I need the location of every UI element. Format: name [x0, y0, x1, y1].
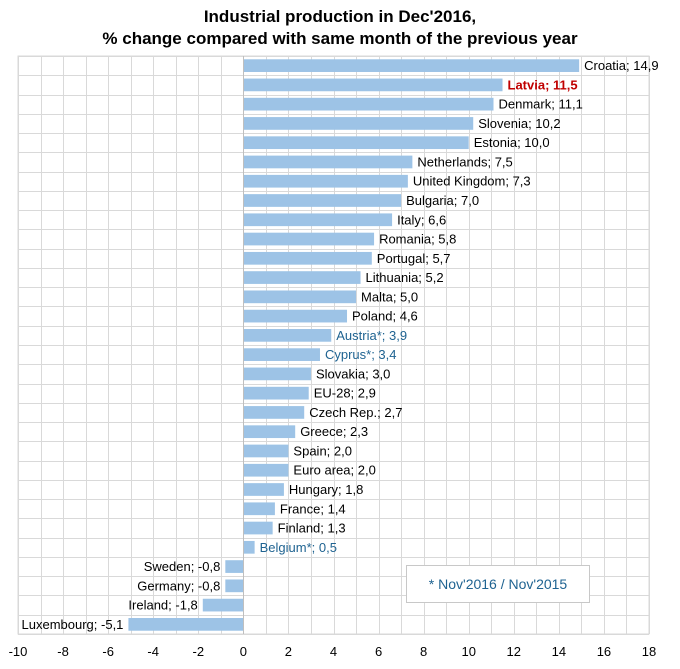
- bar-label: Spain; 2,0: [293, 443, 352, 458]
- x-tick-label: 2: [285, 644, 292, 659]
- bar-label: Slovenia; 10,2: [478, 116, 560, 131]
- bar: [243, 309, 348, 323]
- bar-label: Malta; 5,0: [361, 289, 418, 304]
- bar: [243, 232, 375, 246]
- bar-label: France; 1,4: [280, 501, 346, 516]
- bar: [243, 174, 408, 188]
- bar: [128, 618, 244, 631]
- bar: [243, 444, 289, 458]
- bar: [243, 271, 361, 284]
- annotation-text: * Nov'2016 / Nov'2015: [428, 576, 568, 592]
- bar-label: Netherlands; 7,5: [417, 154, 512, 169]
- chart-title-line-1: Industrial production in Dec'2016,: [203, 7, 477, 26]
- bar: [243, 251, 372, 265]
- bar: [243, 463, 289, 477]
- bar-label: Italy; 6,6: [397, 212, 446, 227]
- bar: [243, 386, 309, 400]
- bar-label: Denmark; 11,1: [499, 97, 583, 112]
- annotation-box: * Nov'2016 / Nov'2015: [406, 565, 590, 603]
- x-tick-label: 0: [240, 644, 247, 659]
- bar: [243, 502, 275, 516]
- x-tick-label: -8: [57, 644, 69, 659]
- bar-label: Estonia; 10,0: [474, 135, 550, 150]
- bar: [243, 213, 393, 227]
- bar: [243, 329, 332, 342]
- bar: [243, 155, 413, 169]
- x-tick-label: 14: [552, 644, 566, 659]
- bar-label: Ireland; -1,8: [128, 598, 197, 613]
- bar-label: Germany; -0,8: [137, 578, 220, 593]
- bar-label: Luxembourg; -5,1: [22, 617, 124, 632]
- x-tick-label: -2: [193, 644, 205, 659]
- bar-label: Cyprus*; 3,4: [325, 347, 397, 362]
- bar: [243, 540, 255, 554]
- bar-label: Bulgaria; 7,0: [406, 193, 479, 208]
- chart-title: Industrial production in Dec'2016, % cha…: [0, 6, 680, 50]
- x-tick-label: -6: [102, 644, 114, 659]
- x-tick-label: 6: [375, 644, 382, 659]
- bar: [243, 78, 503, 92]
- bar-label: Sweden; -0,8: [144, 559, 221, 574]
- bar: [243, 425, 296, 439]
- bar-label: Czech Rep.; 2,7: [309, 405, 402, 420]
- bar: [243, 521, 273, 535]
- x-tick-label: 18: [642, 644, 656, 659]
- bar-label: EU-28; 2,9: [314, 386, 376, 401]
- bar: [225, 579, 244, 593]
- x-tick-label: 10: [461, 644, 475, 659]
- bar: [243, 348, 320, 361]
- bar: [243, 136, 469, 150]
- bar-label: Euro area; 2,0: [293, 463, 375, 478]
- bar: [243, 97, 494, 111]
- x-tick-label: -10: [9, 644, 28, 659]
- bar: [243, 59, 580, 72]
- bar-label: Hungary; 1,8: [289, 482, 363, 497]
- x-tick-label: 8: [420, 644, 427, 659]
- bar-label: Slovakia; 3,0: [316, 366, 390, 381]
- x-tick-label: -4: [147, 644, 159, 659]
- bar-label: Croatia; 14,9: [584, 58, 658, 73]
- x-tick-label: 16: [597, 644, 611, 659]
- bar: [243, 483, 284, 496]
- bar-label: Austria*; 3,9: [336, 328, 407, 343]
- bar: [243, 290, 357, 304]
- x-tick-label: 12: [507, 644, 521, 659]
- x-tick-label: 4: [330, 644, 337, 659]
- bar-label: United Kingdom; 7,3: [413, 174, 531, 189]
- bar-label: Greece; 2,3: [300, 424, 368, 439]
- bar-label: Finland; 1,3: [278, 521, 346, 536]
- bar: [225, 560, 244, 573]
- bar: [243, 367, 311, 381]
- bar-label: Latvia; 11,5: [508, 77, 578, 92]
- bar: [243, 117, 474, 130]
- bar-label: Romania; 5,8: [379, 232, 456, 247]
- bar: [243, 194, 402, 207]
- bar-label: Belgium*; 0,5: [260, 540, 337, 555]
- bar-label: Portugal; 5,7: [377, 251, 451, 266]
- bar-label: Lithuania; 5,2: [366, 270, 444, 285]
- bar: [243, 406, 305, 419]
- bar: [202, 598, 244, 612]
- bar-label: Poland; 4,6: [352, 309, 418, 324]
- chart-title-line-2: % change compared with same month of the…: [102, 29, 578, 48]
